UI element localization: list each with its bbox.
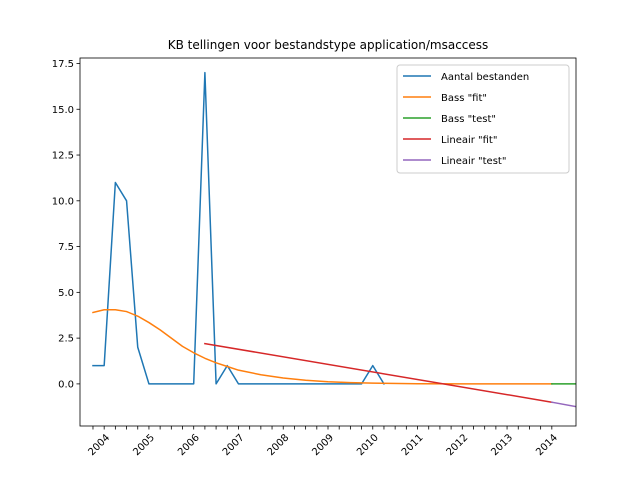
x-tick-label: 2009	[310, 432, 336, 458]
legend: Aantal bestanden Bass "fit" Bass "test" Lin…	[396, 64, 570, 174]
x-tick-label: 2010	[355, 432, 381, 458]
y-tick-label: 17.5	[52, 59, 74, 70]
y-tick-label: 2.5	[58, 334, 74, 345]
y-tick-label: 5.0	[58, 288, 74, 299]
x-axis: 2004 2005 2006 2007 2008 2009 2010 2011 2012 2013…	[87, 426, 560, 458]
series-line-3	[204, 342, 553, 404]
x-tick-label: 2006	[176, 432, 202, 458]
x-tick-label: 2012	[445, 432, 471, 458]
y-tick-label: 7.5	[58, 242, 74, 253]
legend-label: Lineair "fit"	[441, 135, 497, 146]
legend-label: Bass "test"	[441, 114, 496, 125]
y-tick-label: 0.0	[58, 379, 74, 390]
chart-title: KB tellingen voor bestandstype applicati…	[168, 38, 489, 52]
legend-box	[396, 64, 570, 174]
series-line-1	[92, 308, 553, 385]
y-axis: 0.0 2.5 5.0 7.5 10.0 12.5 15.0 17.5	[52, 59, 80, 390]
y-tick-label: 15.0	[52, 105, 74, 116]
x-tick-label: 2014	[534, 432, 560, 458]
x-tick-label: 2008	[266, 432, 292, 458]
y-tick-label: 12.5	[52, 151, 74, 162]
series-line-0	[92, 71, 385, 385]
x-tick-label: 2005	[131, 432, 157, 458]
x-tick-label: 2007	[221, 432, 247, 458]
y-tick-label: 10.0	[52, 196, 74, 207]
x-tick-label: 2011	[400, 432, 426, 458]
legend-label: Lineair "test"	[441, 156, 506, 167]
x-tick-label: 2004	[87, 432, 113, 458]
x-tick-label: 2013	[489, 432, 515, 458]
legend-label: Aantal bestanden	[441, 72, 529, 83]
legend-label: Bass "fit"	[441, 93, 487, 104]
series-line-4	[550, 401, 576, 408]
